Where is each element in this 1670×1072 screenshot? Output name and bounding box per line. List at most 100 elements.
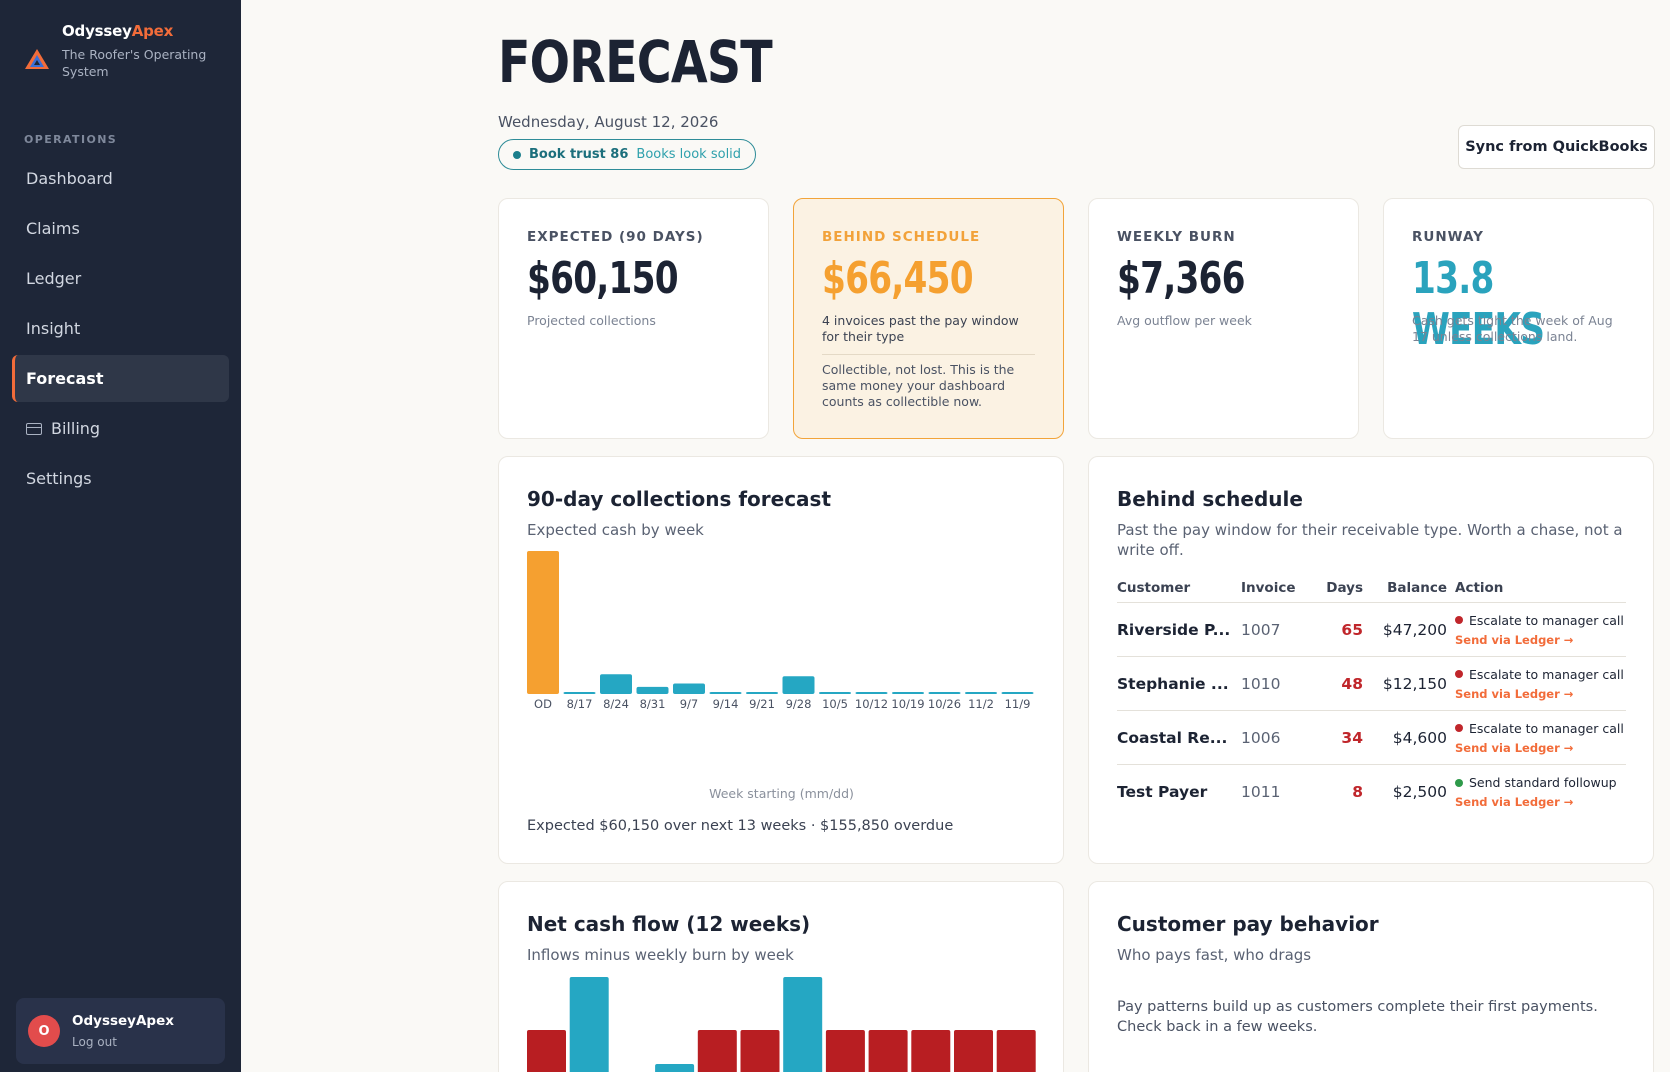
chart-bar bbox=[868, 1030, 908, 1072]
send-via-ledger-link[interactable]: Send via Ledger → bbox=[1455, 686, 1574, 701]
balance: $4,600 bbox=[1392, 728, 1447, 747]
customer-name: Coastal Re... bbox=[1117, 728, 1228, 747]
sidebar-item-claims[interactable]: Claims bbox=[12, 205, 229, 252]
status-dot-icon bbox=[1455, 724, 1463, 732]
action-text: Escalate to manager call bbox=[1469, 720, 1624, 736]
sidebar: OdysseyApex The Roofer's Operating Syste… bbox=[0, 0, 241, 1072]
brand-name: OdysseyApex bbox=[62, 22, 174, 40]
brand[interactable]: OdysseyApex The Roofer's Operating Syste… bbox=[22, 22, 222, 80]
x-tick-label: 11/9 bbox=[1005, 697, 1031, 711]
days-overdue: 48 bbox=[1341, 674, 1363, 693]
kpi-value: $66,450 bbox=[822, 253, 974, 304]
x-tick-label: 8/24 bbox=[603, 697, 629, 711]
table-row[interactable]: Test Payer 1011 8 $2,500 Send standard follo… bbox=[1117, 765, 1626, 819]
forecast-panel: 90-day collections forecast Expected cas… bbox=[498, 456, 1064, 864]
chart-bar bbox=[569, 977, 609, 1072]
status-dot-icon bbox=[1455, 670, 1463, 678]
card-icon bbox=[26, 422, 42, 435]
panel-subtitle: Who pays fast, who drags bbox=[1117, 946, 1312, 964]
sidebar-item-insight[interactable]: Insight bbox=[12, 305, 229, 352]
sidebar-item-forecast[interactable]: Forecast bbox=[12, 355, 229, 402]
customer-name: Stephanie ... bbox=[1117, 674, 1229, 693]
pay-behavior-panel: Customer pay behavior Who pays fast, who… bbox=[1088, 881, 1654, 1072]
chart-bar bbox=[746, 692, 778, 694]
logout-link[interactable]: Log out bbox=[72, 1035, 117, 1049]
x-tick-label: 9/28 bbox=[786, 697, 812, 711]
sidebar-item-label: Dashboard bbox=[26, 169, 113, 188]
kpi-sub: 4 invoices past the pay window for their… bbox=[822, 313, 1019, 344]
kpi-sub: Cash gets tight the week of Aug 17 unles… bbox=[1412, 313, 1613, 344]
status-dot-icon bbox=[1455, 616, 1463, 624]
x-tick-label: 8/31 bbox=[640, 697, 666, 711]
sidebar-item-label: Forecast bbox=[26, 369, 104, 388]
sync-quickbooks-button[interactable]: Sync from QuickBooks bbox=[1458, 125, 1655, 169]
kpi-value: $60,150 bbox=[527, 253, 679, 304]
invoice-number: 1011 bbox=[1241, 783, 1281, 801]
book-trust-badge: Book trust 86 Books look solid bbox=[498, 139, 757, 170]
sidebar-item-dashboard[interactable]: Dashboard bbox=[12, 155, 229, 202]
page-date: Wednesday, August 12, 2026 bbox=[498, 113, 719, 131]
trust-note: Books look solid bbox=[636, 147, 742, 162]
account-card[interactable]: O OdysseyApex Log out bbox=[16, 998, 225, 1064]
chart-bar bbox=[697, 1030, 737, 1072]
nav-section-label: OPERATIONS bbox=[24, 133, 118, 146]
chart-bar bbox=[928, 692, 961, 694]
brand-tagline: The Roofer's Operating System bbox=[62, 47, 207, 79]
panel-subtitle: Expected cash by week bbox=[527, 521, 704, 539]
panel-subtitle: Inflows minus weekly burn by week bbox=[527, 946, 794, 964]
table-row[interactable]: Stephanie ... 1010 48 $12,150 Escalate to ma… bbox=[1117, 657, 1626, 711]
chart-bar bbox=[1001, 692, 1034, 694]
sidebar-item-ledger[interactable]: Ledger bbox=[12, 255, 229, 302]
chart-bar bbox=[892, 692, 924, 694]
sidebar-item-label: Claims bbox=[26, 219, 80, 238]
column-header: Balance bbox=[1387, 579, 1447, 596]
x-tick-label: 10/12 bbox=[855, 697, 888, 711]
days-overdue: 65 bbox=[1341, 620, 1363, 639]
table-header: Customer Invoice Days Balance Action bbox=[1117, 573, 1626, 603]
status-dot-icon bbox=[1455, 778, 1463, 787]
chart-bar bbox=[855, 692, 888, 694]
divider bbox=[822, 354, 1035, 355]
behind-schedule-table: Customer Invoice Days Balance Action Riv… bbox=[1117, 573, 1626, 819]
kpi-label: WEEKLY BURN bbox=[1117, 229, 1236, 245]
chart-bar bbox=[965, 692, 997, 694]
status-dot-icon bbox=[513, 150, 521, 159]
kpi-note: Collectible, not lost. This is the same … bbox=[822, 362, 1015, 409]
x-tick-label: 10/19 bbox=[891, 697, 924, 711]
x-tick-label: 11/2 bbox=[968, 697, 994, 711]
send-via-ledger-link[interactable]: Send via Ledger → bbox=[1455, 795, 1574, 809]
kpi-label: BEHIND SCHEDULE bbox=[822, 229, 981, 245]
behind-schedule-panel: Behind schedule Past the pay window for … bbox=[1088, 456, 1654, 864]
chart-bar bbox=[527, 1030, 566, 1072]
invoice-number: 1010 bbox=[1241, 674, 1281, 693]
customer-name: Test Payer bbox=[1117, 783, 1208, 801]
invoice-number: 1007 bbox=[1241, 620, 1281, 639]
send-via-ledger-link[interactable]: Send via Ledger → bbox=[1455, 632, 1574, 647]
forecast-chart: OD 8/17 8/24 8/31 9/7 9/14 9/21 9/28 10/5 10/12 10… bbox=[527, 551, 1034, 711]
x-tick-label: 10/5 bbox=[822, 697, 848, 711]
x-tick-label: 9/21 bbox=[749, 697, 775, 711]
kpi-sub: Avg outflow per week bbox=[1117, 313, 1252, 328]
account-name: OdysseyApex bbox=[72, 1013, 174, 1029]
panel-title: Net cash flow (12 weeks) bbox=[527, 912, 811, 936]
action-cell: Escalate to manager call Send via Ledger … bbox=[1447, 667, 1626, 701]
sidebar-item-label: Ledger bbox=[26, 269, 82, 288]
sidebar-item-billing[interactable]: Billing bbox=[12, 405, 229, 452]
x-axis-title: Week starting (mm/dd) bbox=[709, 786, 854, 801]
x-tick-label: OD bbox=[534, 697, 552, 711]
kpi-label: RUNWAY bbox=[1412, 229, 1484, 245]
chart-bar bbox=[709, 692, 742, 694]
send-via-ledger-link[interactable]: Send via Ledger → bbox=[1455, 740, 1574, 755]
panel-title: 90-day collections forecast bbox=[527, 487, 832, 511]
action-text: Send standard followup bbox=[1469, 775, 1617, 790]
balance: $47,200 bbox=[1382, 620, 1447, 639]
x-tick-label: 9/14 bbox=[713, 697, 739, 711]
empty-state-note: Pay patterns build up as customers compl… bbox=[1117, 999, 1598, 1035]
table-row[interactable]: Riverside P... 1007 65 $47,200 Escalate to m… bbox=[1117, 603, 1626, 657]
sidebar-item-label: Insight bbox=[26, 319, 81, 338]
days-overdue: 8 bbox=[1352, 783, 1363, 801]
chart-bar bbox=[655, 1064, 695, 1072]
sidebar-item-settings[interactable]: Settings bbox=[12, 455, 229, 502]
column-header: Invoice bbox=[1241, 579, 1296, 596]
table-row[interactable]: Coastal Re... 1006 34 $4,600 Escalate to man… bbox=[1117, 711, 1626, 765]
